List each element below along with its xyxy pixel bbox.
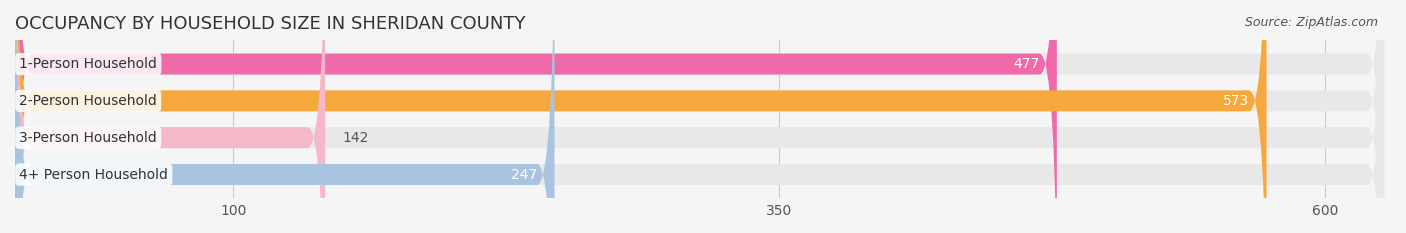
Text: Source: ZipAtlas.com: Source: ZipAtlas.com [1244, 16, 1378, 29]
FancyBboxPatch shape [15, 0, 554, 233]
Text: 4+ Person Household: 4+ Person Household [20, 168, 169, 182]
Text: 477: 477 [1014, 57, 1039, 71]
Text: 3-Person Household: 3-Person Household [20, 131, 157, 145]
FancyBboxPatch shape [15, 0, 1384, 233]
Text: 573: 573 [1223, 94, 1249, 108]
Text: OCCUPANCY BY HOUSEHOLD SIZE IN SHERIDAN COUNTY: OCCUPANCY BY HOUSEHOLD SIZE IN SHERIDAN … [15, 15, 526, 33]
FancyBboxPatch shape [15, 0, 1384, 233]
FancyBboxPatch shape [15, 0, 1057, 233]
FancyBboxPatch shape [15, 0, 325, 233]
FancyBboxPatch shape [15, 0, 1384, 233]
Text: 1-Person Household: 1-Person Household [20, 57, 157, 71]
FancyBboxPatch shape [15, 0, 1384, 233]
Text: 247: 247 [510, 168, 537, 182]
Text: 142: 142 [343, 131, 368, 145]
FancyBboxPatch shape [15, 0, 1267, 233]
Text: 2-Person Household: 2-Person Household [20, 94, 157, 108]
